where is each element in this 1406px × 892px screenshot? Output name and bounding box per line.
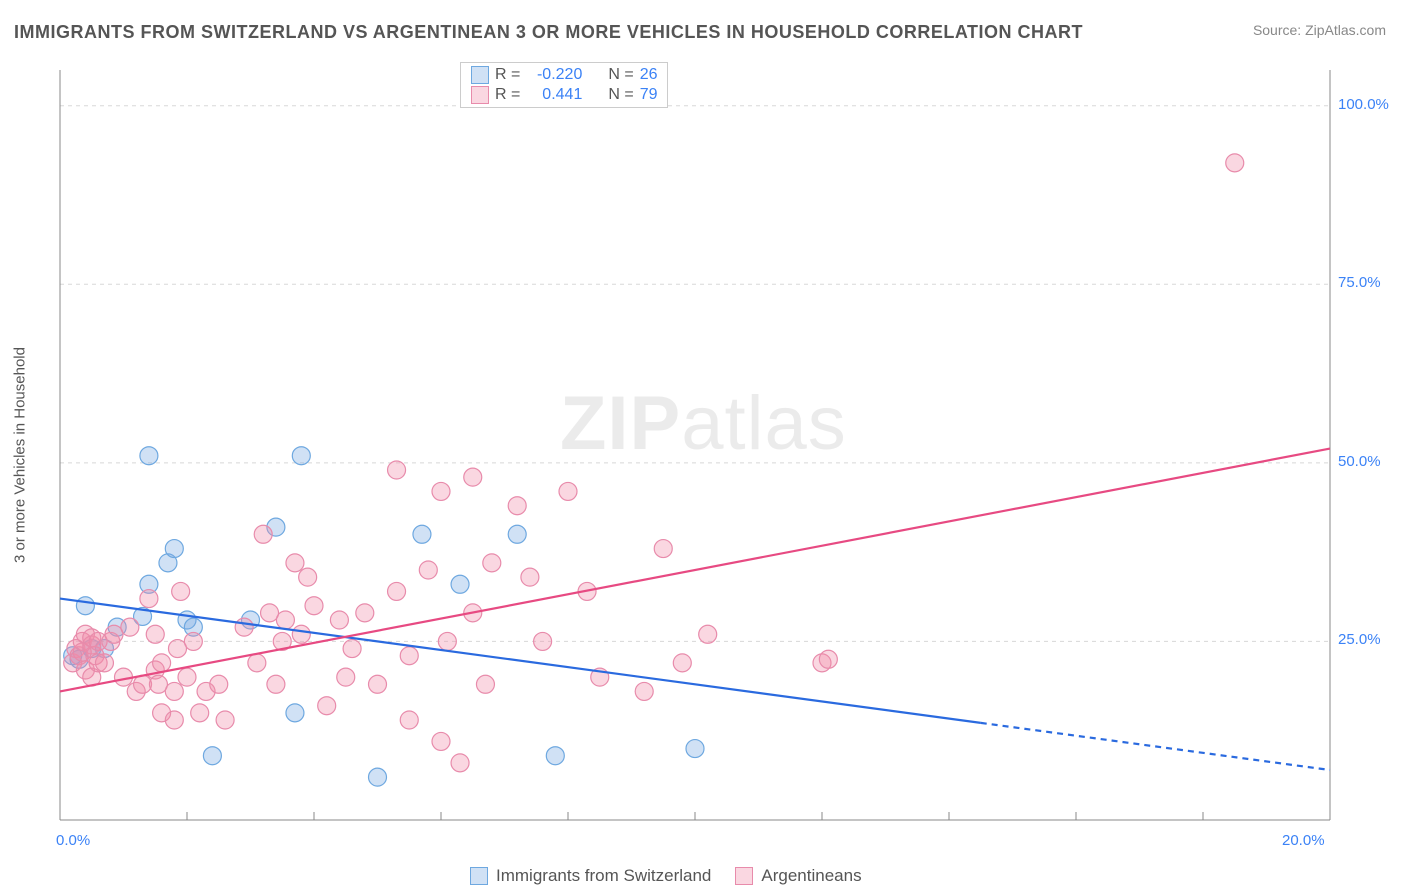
series-legend: Immigrants from Switzerland Argentineans: [470, 866, 862, 886]
y-tick-label: 100.0%: [1338, 96, 1389, 113]
legend-row-arg: R = 0.441 N = 79: [461, 85, 667, 105]
r-value-swiss: -0.220: [526, 66, 582, 84]
y-tick-label: 25.0%: [1338, 631, 1381, 648]
scatter-plot: [50, 60, 1390, 850]
series-label-arg: Argentineans: [761, 866, 861, 886]
r-label: R =: [495, 86, 520, 104]
swatch-swiss: [470, 867, 488, 885]
y-axis-label: 3 or more Vehicles in Household: [12, 347, 29, 563]
correlation-legend: R = -0.220 N = 26 R = 0.441 N = 79: [460, 62, 668, 108]
r-value-arg: 0.441: [526, 86, 582, 104]
n-label: N =: [608, 66, 633, 84]
series-label-swiss: Immigrants from Switzerland: [496, 866, 711, 886]
swatch-arg: [471, 86, 489, 104]
swatch-swiss: [471, 66, 489, 84]
n-value-swiss: 26: [640, 66, 658, 84]
n-value-arg: 79: [640, 86, 658, 104]
r-label: R =: [495, 66, 520, 84]
swatch-arg: [735, 867, 753, 885]
legend-item-swiss: Immigrants from Switzerland: [470, 866, 711, 886]
x-tick-label: 0.0%: [56, 832, 90, 849]
chart-title: IMMIGRANTS FROM SWITZERLAND VS ARGENTINE…: [14, 22, 1083, 43]
x-tick-label: 20.0%: [1282, 832, 1325, 849]
source-attribution: Source: ZipAtlas.com: [1253, 22, 1386, 38]
y-tick-label: 75.0%: [1338, 274, 1381, 291]
y-tick-label: 50.0%: [1338, 453, 1381, 470]
chart-area: 3 or more Vehicles in Household 0.0%20.0…: [50, 60, 1390, 850]
legend-row-swiss: R = -0.220 N = 26: [461, 65, 667, 85]
legend-item-arg: Argentineans: [735, 866, 861, 886]
n-label: N =: [608, 86, 633, 104]
